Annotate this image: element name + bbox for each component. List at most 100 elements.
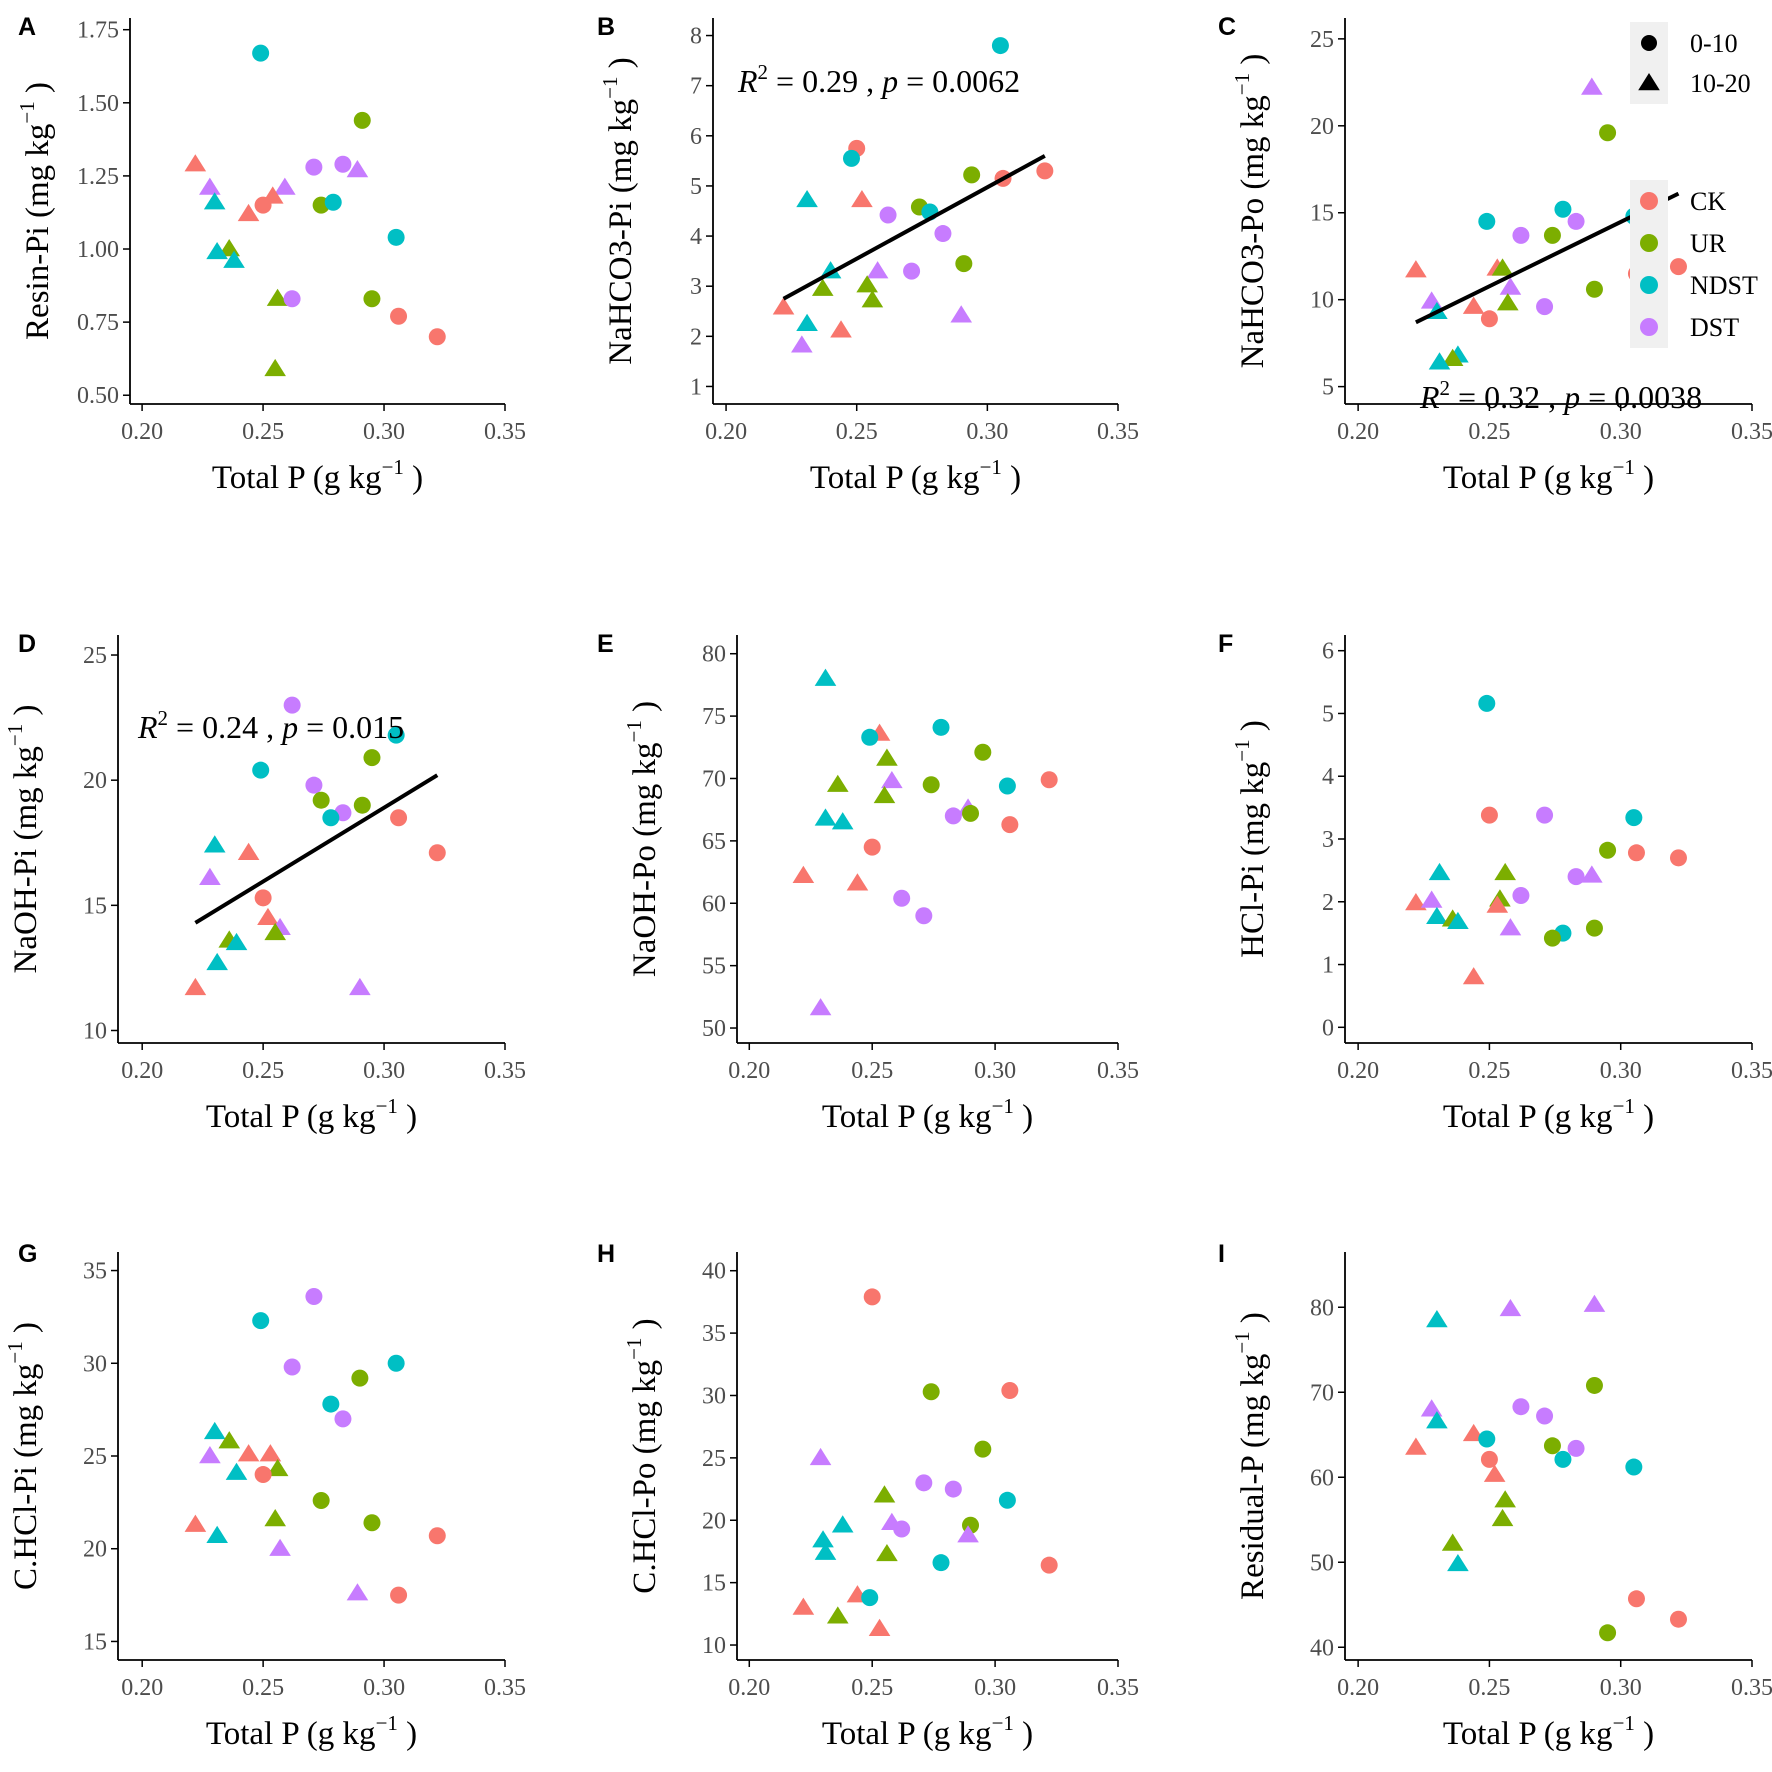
panel-letter: A (18, 13, 36, 41)
point-ck-10-20 (1486, 895, 1509, 913)
point-ck-10-20 (184, 977, 207, 996)
legend-depth-label: 10-20 (1690, 69, 1751, 98)
point-ndst-0-10 (861, 728, 879, 746)
point-ndst-10-20 (796, 189, 818, 208)
point-dst-0-10 (305, 776, 323, 794)
panel-h: H 0.20 0.25 0.30 0.35 10 15 20 25 30 35 40 Total P (… (597, 1240, 1139, 1752)
point-ur-10-20 (1491, 258, 1514, 276)
panel-i: I 0.20 0.25 0.30 0.35 40 50 60 70 80 Total P (g kg… (1218, 1240, 1772, 1752)
y-tick-label: 6 (690, 124, 702, 150)
panel-e: E 0.20 0.25 0.30 0.35 50 55 60 65 70 75 80 Total P (… (597, 630, 1139, 1135)
x-tick-label: 0.35 (1097, 1058, 1139, 1084)
y-axis-label: Resin-Pi (mg kg−1 ) (15, 82, 56, 340)
point-dst-10-20 (1583, 1294, 1606, 1312)
point-ck-0-10 (1669, 258, 1687, 276)
panel-b: B 0.20 0.25 0.30 0.35 1 2 3 4 5 6 7 8 Total P (g kg−1… (597, 13, 1139, 496)
point-ndst-10-20 (203, 1421, 226, 1440)
point-ndst-0-10 (387, 228, 405, 246)
point-ur-10-20 (1491, 1508, 1514, 1527)
panel-c: C 0.20 0.25 0.30 0.35 5 10 15 20 25 Total P (g kg−… (1218, 13, 1772, 496)
point-ck-0-10 (428, 1527, 446, 1545)
point-dst-0-10 (283, 290, 301, 308)
point-dst-0-10 (1536, 1407, 1554, 1425)
point-ndst-0-10 (1478, 1430, 1496, 1448)
point-ndst-10-20 (203, 192, 226, 210)
y-tick-label: 50 (1310, 1550, 1334, 1576)
point-ndst-10-20 (831, 1515, 854, 1533)
legend-treatment-ndst-icon (1640, 276, 1658, 294)
panel-d: D 0.20 0.25 0.30 0.35 10 15 20 25 Total P (g kg−1… (3, 630, 526, 1135)
point-ndst-0-10 (252, 44, 270, 62)
x-tick-label: 0.30 (363, 1058, 405, 1084)
point-ur-0-10 (922, 1383, 940, 1401)
point-ndst-10-20 (814, 668, 837, 686)
point-ndst-10-20 (812, 1530, 834, 1548)
y-tick-label: 0.75 (77, 310, 119, 336)
point-ndst-10-20 (1428, 352, 1451, 370)
point-ck-0-10 (1480, 806, 1498, 824)
point-dst-0-10 (1536, 806, 1554, 824)
y-tick-label: 15 (1310, 201, 1334, 227)
y-tick-label: 1.00 (77, 237, 119, 263)
panel-letter: F (1218, 630, 1233, 658)
point-ndst-10-20 (1426, 1411, 1448, 1429)
point-ur-0-10 (1585, 1376, 1603, 1394)
x-tick-label: 0.20 (1337, 419, 1379, 445)
y-axis-label: NaOH-Pi (mg kg−1 ) (3, 705, 44, 974)
point-dst-10-20 (199, 867, 221, 885)
point-dst-10-20 (791, 335, 813, 353)
x-tick-label: 0.35 (484, 1675, 526, 1701)
point-dst-0-10 (334, 155, 352, 173)
point-ck-10-20 (846, 873, 869, 891)
legend-depth-triangle-icon (1638, 73, 1660, 91)
x-tick-label: 0.20 (1337, 1058, 1379, 1084)
point-ndst-0-10 (252, 1312, 270, 1330)
point-ur-10-20 (876, 1543, 898, 1562)
y-tick-label: 75 (702, 704, 726, 730)
x-tick-label: 0.25 (836, 419, 878, 445)
x-tick-label: 0.35 (484, 419, 526, 445)
point-ck-0-10 (863, 838, 881, 856)
x-axis-label: Total P (g kg−1 ) (822, 1094, 1033, 1135)
point-dst-10-20 (199, 177, 221, 195)
point-ur-0-10 (312, 1492, 330, 1510)
point-ndst-10-20 (225, 932, 248, 951)
point-ndst-10-20 (796, 313, 818, 331)
point-ndst-10-20 (1426, 1310, 1448, 1328)
point-ck-0-10 (254, 889, 272, 907)
x-tick-label: 0.30 (1600, 1058, 1642, 1084)
point-dst-0-10 (893, 1520, 911, 1538)
point-ndst-0-10 (1625, 809, 1643, 827)
point-ndst-0-10 (252, 761, 270, 779)
regression-annotation: R2 = 0.32 , p = 0.0038 (1419, 376, 1702, 415)
legend-depth-circle-icon (1641, 35, 1657, 51)
point-ndst-0-10 (387, 726, 405, 744)
y-tick-label: 25 (1310, 27, 1334, 53)
point-ur-0-10 (955, 255, 973, 273)
point-dst-0-10 (893, 889, 911, 907)
y-tick-label: 80 (702, 642, 726, 668)
point-ur-0-10 (1585, 280, 1603, 298)
point-dst-10-20 (809, 998, 832, 1016)
point-ck-0-10 (1001, 1381, 1019, 1399)
point-ndst-0-10 (322, 1395, 340, 1413)
point-ndst-10-20 (203, 835, 226, 853)
y-tick-label: 60 (702, 891, 726, 917)
panel-letter: C (1218, 13, 1236, 41)
y-tick-label: 50 (702, 1016, 726, 1042)
point-ur-0-10 (1543, 1437, 1561, 1455)
y-tick-label: 20 (83, 1537, 107, 1563)
panel-letter: D (18, 630, 36, 658)
point-ur-0-10 (1585, 919, 1603, 937)
y-tick-label: 1.50 (77, 91, 119, 117)
y-tick-label: 8 (690, 24, 702, 50)
legend-treatment-dst-icon (1640, 318, 1658, 336)
x-tick-label: 0.30 (974, 1675, 1016, 1701)
x-axis-label: Total P (g kg−1 ) (212, 455, 423, 496)
point-ur-0-10 (1543, 929, 1561, 947)
x-tick-label: 0.30 (1600, 1675, 1642, 1701)
point-dst-10-20 (950, 305, 973, 323)
point-ck-0-10 (1669, 1610, 1687, 1628)
point-dst-10-20 (957, 1525, 979, 1543)
point-ck-10-20 (1405, 893, 1427, 911)
